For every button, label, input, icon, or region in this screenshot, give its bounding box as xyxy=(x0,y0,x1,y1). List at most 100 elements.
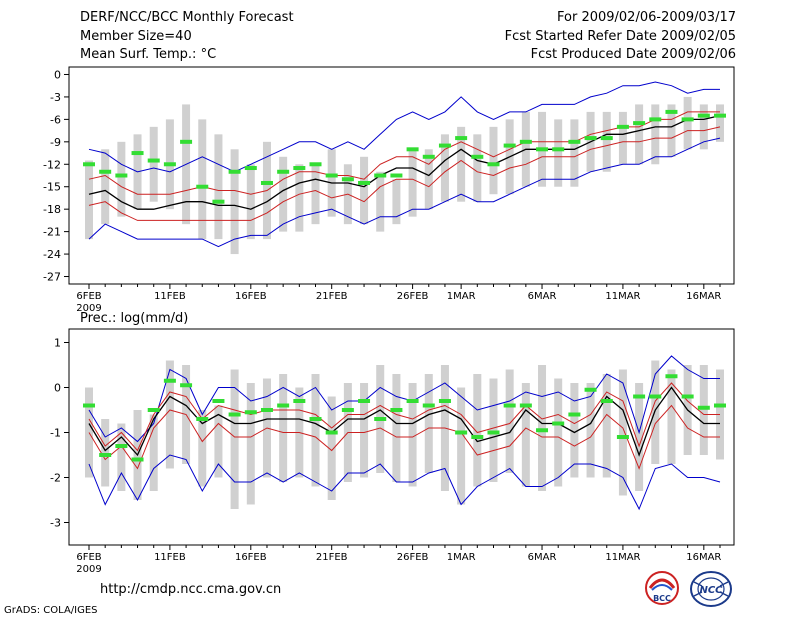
temp-observed-marker-29 xyxy=(552,147,565,152)
temp-xtick-label: 6FEB xyxy=(76,291,101,302)
prec-xtick-label: 21FEB xyxy=(316,552,348,563)
temp-ensemble-bar-14 xyxy=(311,164,320,225)
temp-observed-marker-5 xyxy=(163,162,176,167)
prec-ytick-label: -1 xyxy=(50,427,61,440)
prec-observed-marker-12 xyxy=(277,403,290,408)
temp-observed-marker-4 xyxy=(147,158,160,163)
prec-ensemble-bar-30 xyxy=(570,383,579,478)
prec-observed-marker-28 xyxy=(536,428,549,433)
temp-ensemble-bar-38 xyxy=(699,104,708,150)
prec-observed-marker-5 xyxy=(163,378,176,383)
temp-ensemble-bar-18 xyxy=(376,171,385,232)
prec-observed-marker-17 xyxy=(358,399,371,403)
temp-observed-marker-27 xyxy=(519,139,532,144)
prec-observed-marker-3 xyxy=(131,457,144,462)
temp-ytick-label: -9 xyxy=(50,136,61,149)
temp-observed-marker-8 xyxy=(212,199,225,204)
temp-ensemble-bar-32 xyxy=(602,111,611,172)
temp-ensemble-bar-10 xyxy=(246,164,255,240)
temp-ensemble-bar-17 xyxy=(360,156,369,225)
prec-year-label: 2009 xyxy=(76,564,101,575)
temp-observed-marker-36 xyxy=(665,109,678,114)
refer-date: Fcst Started Refer Date 2009/02/05 xyxy=(504,29,736,44)
temp-xtick-label: 16FEB xyxy=(235,291,267,302)
temp-ensemble-bar-30 xyxy=(570,119,579,187)
temp-ensemble-bar-8 xyxy=(214,134,223,240)
temp-observed-marker-15 xyxy=(325,173,338,178)
prec-ensemble-bar-12 xyxy=(279,374,288,482)
temp-ensemble-bar-33 xyxy=(618,111,627,165)
prec-observed-marker-33 xyxy=(616,435,629,439)
prec-ensemble-bar-25 xyxy=(489,378,498,482)
temp-ensemble-bar-2 xyxy=(117,141,126,217)
prec-ytick-label: 1 xyxy=(54,337,61,350)
prec-ensemble-bar-19 xyxy=(392,374,401,482)
temp-ensemble-bar-25 xyxy=(489,126,498,195)
produced-date: Fcst Produced Date 2009/02/06 xyxy=(530,47,736,62)
prec-observed-marker-6 xyxy=(180,383,193,388)
panel1-variable-label: Mean Surf. Temp.: °C xyxy=(80,47,217,62)
temp-observed-marker-17 xyxy=(358,180,371,185)
temp-observed-marker-14 xyxy=(309,162,322,167)
temp-ensemble-bar-39 xyxy=(716,104,724,142)
prec-observed-marker-32 xyxy=(600,399,613,403)
temp-ensemble-bar-20 xyxy=(408,149,417,217)
prec-xtick-label: 16FEB xyxy=(235,552,267,563)
prec-ytick-label: 0 xyxy=(54,382,61,395)
prec-ensemble-bar-10 xyxy=(246,383,255,505)
prec-observed-marker-24 xyxy=(471,435,484,439)
grads-credit: GrADS: COLA/IGES xyxy=(4,605,98,616)
temp-ensemble-mean-line xyxy=(88,114,721,210)
temp-ensemble-bar-29 xyxy=(554,119,563,187)
prec-observed-marker-23 xyxy=(455,430,468,435)
temp-ensemble-bar-7 xyxy=(198,119,207,240)
chart-title: DERF/NCC/BCC Monthly Forecast xyxy=(80,10,294,25)
temp-outer-lower-line xyxy=(88,137,721,248)
temp-xtick-label: 1MAR xyxy=(447,291,476,302)
temp-ensemble-bar-0 xyxy=(85,160,93,240)
temp-ensemble-bar-37 xyxy=(683,96,692,150)
temp-ytick-label: -27 xyxy=(43,271,61,284)
temp-ytick-label: -21 xyxy=(43,226,61,239)
temp-xtick-label: 21FEB xyxy=(316,291,348,302)
temp-observed-marker-1 xyxy=(99,169,112,174)
prec-observed-marker-25 xyxy=(487,430,500,435)
ncc-logo-text: NCC xyxy=(699,585,723,596)
prec-observed-marker-22 xyxy=(438,399,451,403)
prec-observed-marker-34 xyxy=(633,394,646,399)
prec-observed-marker-37 xyxy=(681,394,694,399)
prec-observed-marker-14 xyxy=(309,417,322,421)
prec-ensemble-bar-33 xyxy=(618,369,627,496)
prec-observed-marker-29 xyxy=(552,421,565,426)
prec-ensemble-bar-20 xyxy=(408,383,417,487)
prec-ensemble-bar-26 xyxy=(505,369,514,473)
forecast-period: For 2009/02/06-2009/03/17 xyxy=(557,10,736,25)
temp-observed-marker-3 xyxy=(131,151,144,156)
prec-inner-lower-line xyxy=(88,404,720,470)
prec-observed-marker-9 xyxy=(228,412,241,417)
temp-ytick-label: -12 xyxy=(43,158,61,171)
temp-observed-marker-30 xyxy=(568,139,581,144)
temp-observed-marker-33 xyxy=(616,124,629,129)
temp-observed-marker-39 xyxy=(714,113,726,118)
temp-ytick-label: -18 xyxy=(43,203,61,216)
prec-observed-marker-19 xyxy=(390,408,403,412)
prec-xtick-label: 1MAR xyxy=(447,552,476,563)
prec-observed-marker-11 xyxy=(260,408,273,412)
prec-observed-marker-15 xyxy=(325,430,338,435)
temp-observed-marker-10 xyxy=(244,166,257,171)
prec-ensemble-bar-28 xyxy=(538,365,547,491)
temp-observed-marker-12 xyxy=(277,169,290,174)
prec-observed-marker-38 xyxy=(697,405,710,410)
prec-outer-upper-line xyxy=(88,355,720,443)
prec-ensemble-bar-32 xyxy=(602,374,611,478)
prec-ensemble-bar-36 xyxy=(667,369,676,464)
temp-ensemble-bar-1 xyxy=(101,149,110,225)
temp-ensemble-bar-35 xyxy=(651,104,660,165)
bcc-logo: BCC xyxy=(645,571,679,605)
prec-ensemble-bar-8 xyxy=(214,405,223,478)
temp-observed-marker-25 xyxy=(487,162,500,167)
prec-observed-marker-27 xyxy=(519,403,532,408)
temp-observed-marker-9 xyxy=(228,169,241,174)
temp-observed-marker-31 xyxy=(584,136,597,141)
